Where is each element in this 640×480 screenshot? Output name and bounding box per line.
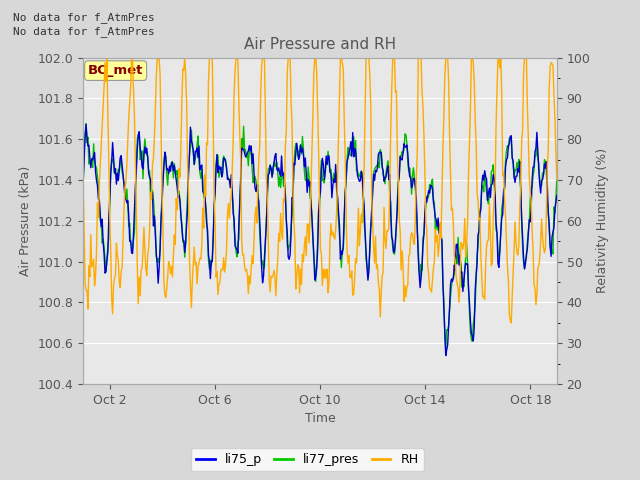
Title: Air Pressure and RH: Air Pressure and RH	[244, 37, 396, 52]
Text: No data for f_AtmPres: No data for f_AtmPres	[13, 12, 154, 23]
Text: No data for f_AtmPres: No data for f_AtmPres	[13, 26, 154, 37]
Y-axis label: Relativity Humidity (%): Relativity Humidity (%)	[596, 148, 609, 293]
Y-axis label: Air Pressure (kPa): Air Pressure (kPa)	[19, 166, 32, 276]
X-axis label: Time: Time	[305, 412, 335, 425]
Text: BC_met: BC_met	[88, 64, 143, 77]
Legend: li75_p, li77_pres, RH: li75_p, li77_pres, RH	[191, 448, 424, 471]
